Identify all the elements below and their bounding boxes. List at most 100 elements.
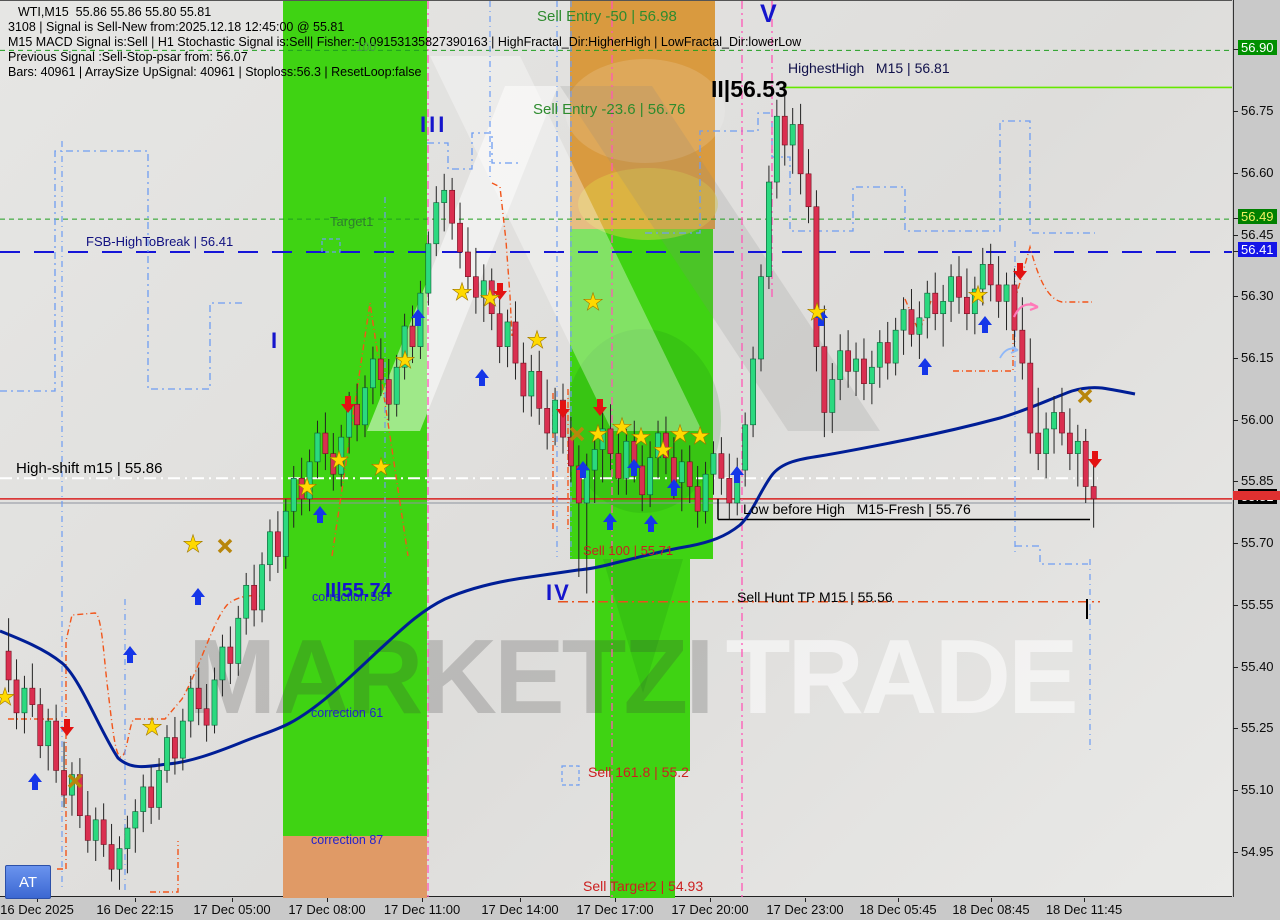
time-tick [135,898,136,902]
target1-label: Target1 [330,214,374,229]
star-icon: ★ [370,454,392,481]
chart-plot-area[interactable]: MARKETZI TRADE ★ ★ ★ ★ ★ ★ ★ ★ ★ ★ ★ ★ ★ ★ ★ ★ ★ ★ ★ WTI,M15… [0,0,1232,899]
star-icon: ★ [141,714,163,741]
star-icon: ★ [669,421,691,448]
time-tick [898,898,899,902]
time-tick [991,898,992,902]
price-label-55.40: 55.40 [1241,658,1274,674]
blue-curl-arrow-icon [999,346,1019,359]
envelope-lines [0,112,1095,893]
price-tick [1233,357,1238,359]
price-label-56.41: 56.41 [1238,241,1277,257]
price-label-55.70: 55.70 [1241,535,1274,551]
price-tick [1233,234,1238,236]
star-icon: ★ [394,347,416,374]
fsb-high-to-break-label: FSB-HighToBreak | 56.41 [86,234,234,249]
time-label: 18 Dec 11:45 [1045,902,1123,917]
pink-curl-arrow-icon [1012,302,1039,318]
sell-entry-236-label: Sell Entry -23.6 | 56.76 [533,101,686,118]
wave3-label: III [420,112,448,137]
price-levels [0,49,1232,603]
price-tick [1233,296,1238,298]
sell-hunt-tp-label: Sell Hunt TP M15 | 55.56 [737,589,893,605]
correction-87-label: correction 87 [311,833,384,847]
time-tick [520,898,521,902]
time-label: 17 Dec 08:00 [288,902,366,917]
candles [5,87,1097,890]
time-tick [1084,898,1085,902]
price-tick [1233,666,1238,668]
price-tick [1233,49,1238,51]
bars-info-line: Bars: 40961 | ArraySize UpSignal: 40961 … [8,65,422,79]
wave4-label: IV [546,580,571,605]
time-label: 17 Dec 20:00 [671,902,749,917]
price-tick [1233,111,1238,113]
time-label: 17 Dec 14:00 [481,902,559,917]
star-icon: ★ [630,424,652,451]
time-axis[interactable]: 16 Dec 2025 16 Dec 22:15 17 Dec 05:00 17 De… [0,898,1280,920]
star-icon: ★ [652,437,674,464]
price-label-56.90: 56.90 [1238,40,1277,56]
price-label-55.10: 55.10 [1241,782,1274,798]
correction-58-label: correction 58 [312,590,385,604]
star-icon: ★ [611,414,633,441]
price-tick [1233,543,1238,545]
star-icon: ★ [689,423,711,450]
high-shift-label: High-shift m15 | 55.86 [16,460,163,477]
price-label-55.55: 55.55 [1241,596,1274,612]
wave2-high-label: II|56.53 [711,76,788,102]
star-icon: ★ [582,289,604,316]
time-tick [232,898,233,902]
wave2-low-label: II|55.74 [325,580,392,602]
star-icon: ★ [587,421,609,448]
star-icon: ★ [182,531,204,558]
time-label: 18 Dec 05:45 [859,902,937,917]
price-tick [1233,481,1238,483]
correction-61-label: correction 61 [311,706,384,720]
sell-161-8-label: Sell 161.8 | 55.2 [588,764,689,780]
time-tick [805,898,806,902]
time-label: 18 Dec 08:45 [952,902,1030,917]
time-tick [327,898,328,902]
price-label-56.00: 56.00 [1241,411,1274,427]
vertical-lines [61,1,1091,898]
time-label: 17 Dec 23:00 [766,902,844,917]
prev-signal-line: Previous Signal :Sell-Stop-psar from: 56… [8,50,248,64]
price-label-56.30: 56.30 [1241,288,1274,304]
macd-stoch-line: M15 MACD Signal is:Sell | H1 Stochastic … [8,35,802,49]
time-tick [422,898,423,902]
at-button[interactable]: AT [5,865,51,899]
price-tick [1233,218,1238,220]
signal-markers: ★★★★★ ★★★ ★★★★ ★★ ★★★★★ [0,263,1102,790]
price-tick [1233,172,1238,174]
time-label: 17 Dec 17:00 [576,902,654,917]
low-before-high-label: Low before High M15-Fresh | 55.76 [743,501,971,517]
price-label-56.60: 56.60 [1241,164,1274,180]
chart-canvas[interactable]: MARKETZI TRADE★★★★★ ★★★ ★★★★ ★★ ★★★★★ [0,1,1232,898]
price-label-56.49: 56.49 [1238,209,1277,225]
price-label-54.95: 54.95 [1241,843,1274,859]
price-tick [1233,851,1238,853]
time-label: 16 Dec 22:15 [96,902,174,917]
star-icon: ★ [296,474,318,501]
time-tick [37,898,38,902]
time-label: 16 Dec 2025 [0,902,74,917]
price-label-56.75: 56.75 [1241,103,1274,119]
price-tick [1233,604,1238,606]
price-label-55.85: 55.85 [1241,473,1274,489]
time-label: 17 Dec 05:00 [193,902,271,917]
star-icon: ★ [967,282,989,309]
price-label-56.15: 56.15 [1241,349,1274,365]
price-tick [1233,419,1238,421]
star-icon: ★ [0,684,16,711]
star-icon: ★ [451,279,473,306]
signal-line: 3108 | Signal is Sell-New from:2025.12.1… [8,20,345,34]
time-label: 17 Dec 11:00 [383,902,461,917]
wave1-label: I [271,328,278,353]
wave5-label: V [760,0,777,28]
price-axis[interactable]: 56.90 56.75 56.60 56.49 56.45 56.41 56.30 56.15… [1233,0,1280,897]
star-icon: ★ [479,285,501,312]
axis-red-strip [1233,490,1280,500]
